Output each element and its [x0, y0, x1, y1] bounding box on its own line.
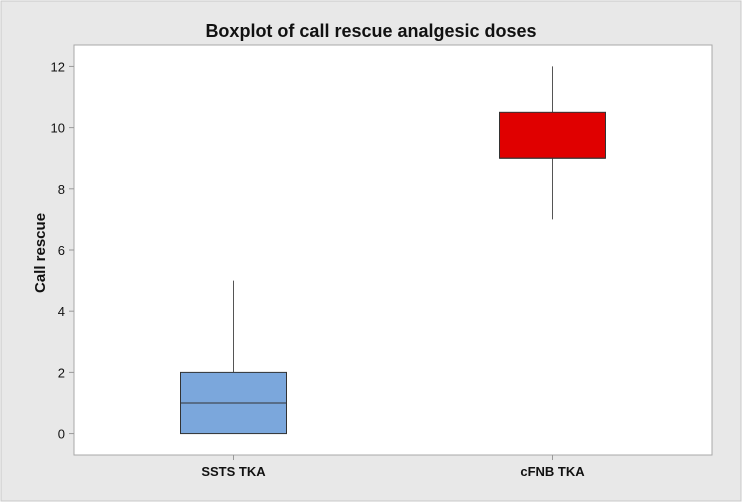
y-tick-label: 12 [51, 59, 65, 74]
box-1 [180, 280, 287, 435]
y-axis-label: Call rescue [32, 213, 49, 293]
x-tick-label: SSTS TKA [201, 464, 266, 479]
boxes-layer [180, 66, 606, 435]
plot-area [73, 44, 713, 456]
x-axis-ticks: SSTS TKA cFNB TKA [201, 455, 585, 479]
y-tick-label: 10 [51, 121, 65, 136]
y-tick-label: 2 [58, 365, 65, 380]
x-tick-label: cFNB TKA [520, 464, 585, 479]
y-tick-label: 6 [58, 243, 65, 258]
y-tick-label: 4 [58, 304, 65, 319]
box-2 [499, 66, 606, 220]
y-tick-label: 0 [58, 427, 65, 442]
y-axis-ticks: 0 2 4 6 8 10 12 [51, 59, 74, 442]
box-body [499, 111, 606, 159]
chart-title: Boxplot of call rescue analgesic doses [205, 21, 536, 41]
y-tick-label: 8 [58, 182, 65, 197]
